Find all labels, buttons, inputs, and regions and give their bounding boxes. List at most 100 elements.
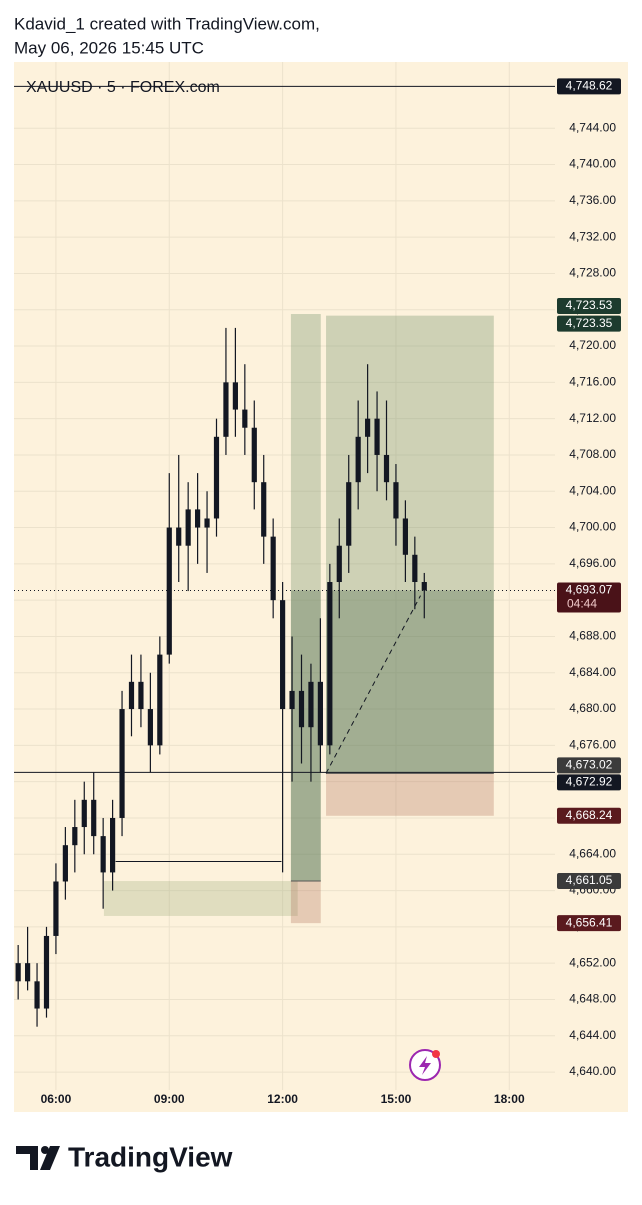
price-tag [557,774,621,791]
x-tick-label: 12:00 [267,1092,298,1106]
y-tick-label: 4,648.00 [569,992,616,1006]
price-tag-label: 4,723.35 [566,316,613,330]
y-tick-label: 4,676.00 [569,738,616,752]
price-tag [557,915,621,932]
candle-body [110,817,116,873]
y-tick-label: 4,700.00 [569,520,616,534]
candle-body [383,454,390,483]
x-tick-label: 09:00 [154,1092,185,1106]
candle-body [261,482,267,537]
y-tick-label: 4,736.00 [569,193,616,207]
candle-body [91,799,97,837]
candle-body [223,382,229,437]
candle-body [402,518,408,555]
brand-name: TradingView [68,1141,233,1172]
position-stop [326,773,494,816]
candle-body [138,681,144,710]
candle-body [15,963,21,982]
x-tick-label: 18:00 [494,1092,525,1106]
candle-body [308,681,314,728]
y-tick-label: 4,720.00 [569,338,616,352]
logo-part [41,1146,49,1154]
x-tick-label: 06:00 [41,1092,72,1106]
y-tick-label: 4,644.00 [569,1028,616,1042]
candle-body [53,881,59,936]
y-tick-label: 4,680.00 [569,701,616,715]
candle-body [166,527,172,655]
logo-part [40,1146,60,1170]
price-tag [557,873,621,890]
candle-body [81,799,87,828]
candle-body [185,509,191,546]
price-tag-label: 4,672.92 [566,774,613,788]
candle-body [317,681,323,746]
candle-body [412,554,418,583]
price-tag [557,807,621,824]
y-tick-label: 4,744.00 [569,120,616,134]
y-tick-label: 4,704.00 [569,483,616,497]
position-open-profit [290,590,321,882]
price-tag-label: 4,656.41 [566,915,613,929]
countdown: 04:44 [567,597,597,611]
candle-body [147,709,153,746]
candle-body [421,582,427,591]
candle-body [327,582,333,746]
icon-dot [432,1050,440,1058]
price-tag-label: 4,668.24 [566,808,613,822]
y-tick-label: 4,684.00 [569,665,616,679]
chart-background [14,62,628,1112]
price-tag [557,582,621,613]
candle-body [393,482,399,519]
candle-body [280,600,286,710]
candle-body [195,509,201,528]
lightning-icon [409,1049,441,1081]
price-tag-label: 4,661.05 [566,873,613,887]
candle-body [213,436,220,519]
y-tick-label: 4,728.00 [569,266,616,280]
logo-part [16,1146,38,1170]
candle-body [34,981,40,1009]
y-tick-label: 4,696.00 [569,556,616,570]
candle-body [43,935,50,1009]
brand-logo [16,1146,60,1170]
candle-body [72,827,78,846]
chart-title: XAUUSD · 5 · FOREX.com [26,79,220,96]
header-line: May 06, 2026 15:45 UTC [14,38,204,57]
price-tag-label: 4,723.53 [566,298,613,312]
candle-body [62,845,68,882]
icon-bolt [419,1056,431,1075]
y-tick-label: 4,688.00 [569,629,616,643]
candle-body [119,709,125,818]
candle-body [176,527,182,546]
candle-body [346,482,352,546]
price-tag [557,298,621,315]
candle-body [100,836,106,873]
candle-body [232,382,238,410]
zone [103,881,298,916]
candle-body [298,690,305,728]
candle-body [251,427,257,483]
candle-body [157,654,163,746]
position-target [290,314,321,882]
price-tag [557,78,621,95]
candle-body [242,409,248,428]
price-tag-label: 4,673.02 [566,758,613,772]
y-tick-label: 4,664.00 [569,846,616,860]
candle-body [270,536,276,601]
y-tick-label: 4,652.00 [569,955,616,969]
candle-body [289,690,295,710]
candle-body [355,436,361,483]
price-tag-label: 4,693.07 [566,583,613,597]
price-tag [557,757,621,774]
candle-body [128,681,135,710]
header-line: Kdavid_1 created with TradingView.com, [14,14,320,33]
position-target [326,315,494,774]
candle-body [365,418,371,437]
price-tag-label: 4,748.62 [566,78,613,92]
y-tick-label: 4,712.00 [569,411,616,425]
candle-body [336,545,342,583]
price-tag [557,315,621,332]
position-stop [290,881,321,924]
